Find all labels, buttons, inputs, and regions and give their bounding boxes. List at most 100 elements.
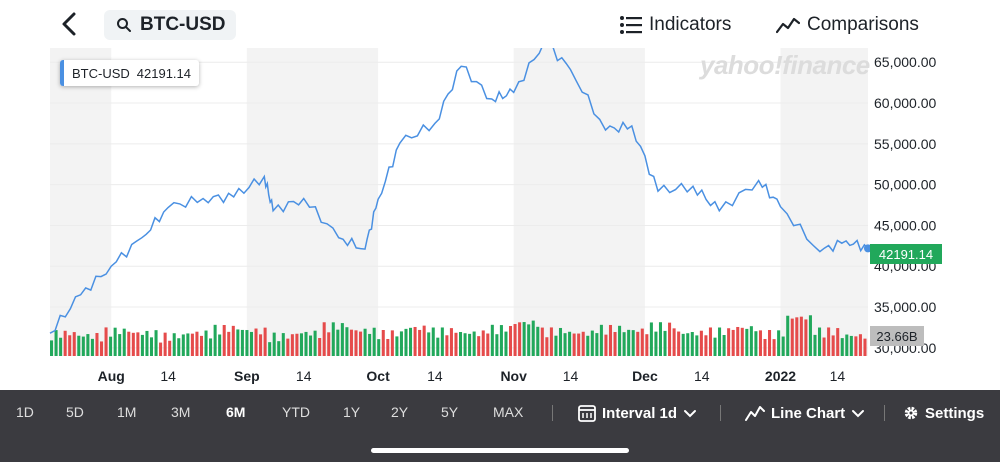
grid-lines xyxy=(50,61,868,349)
volume-bar xyxy=(545,337,549,356)
volume-bar xyxy=(54,330,58,356)
volume-bar xyxy=(359,331,363,356)
volume-bar xyxy=(90,338,94,356)
volume-bar xyxy=(854,336,858,356)
yahoo-finance-watermark: yahoo!finance xyxy=(700,50,870,80)
volume-bar xyxy=(63,330,67,356)
volume-bar xyxy=(599,324,603,356)
volume-bar xyxy=(395,336,399,356)
price-line xyxy=(49,40,869,334)
range-5y[interactable]: 5Y xyxy=(441,404,459,420)
volume-bar xyxy=(581,331,585,356)
volume-bar xyxy=(863,338,867,356)
volume-bar xyxy=(204,330,208,356)
volume-bar xyxy=(131,332,135,356)
chevron-down-icon xyxy=(684,410,697,418)
volume-bar xyxy=(318,338,322,356)
y-tick-label: 50,000.00 xyxy=(874,177,936,193)
volume-bar xyxy=(590,330,594,356)
volume-bar xyxy=(281,333,285,356)
volume-bar xyxy=(508,325,513,356)
volume-bar xyxy=(295,333,299,356)
volume-bar xyxy=(286,338,290,356)
volume-bar xyxy=(459,332,463,356)
month-band xyxy=(513,48,645,356)
symbol-search[interactable]: BTC-USD xyxy=(104,10,236,40)
volume-bar xyxy=(222,325,226,356)
volume-bar xyxy=(445,335,449,356)
x-tick-label: Dec xyxy=(632,368,658,384)
interval-selector[interactable]: Interval 1d xyxy=(578,402,698,424)
volume-bar xyxy=(518,322,522,356)
back-button[interactable] xyxy=(54,8,86,40)
volume-bar xyxy=(409,327,413,356)
range-ytd[interactable]: YTD xyxy=(282,404,310,420)
range-5d[interactable]: 5D xyxy=(66,404,84,420)
volume-bar xyxy=(754,331,758,356)
divider xyxy=(552,405,553,421)
volume-bar xyxy=(572,333,576,356)
volume-bar xyxy=(595,333,599,356)
volume-bar xyxy=(808,315,812,356)
home-indicator xyxy=(371,448,629,453)
volume-bar xyxy=(381,330,385,356)
tooltip-symbol: BTC-USD xyxy=(72,65,130,81)
volume-bar xyxy=(822,337,826,356)
volume-bar xyxy=(608,324,613,356)
volume-bars xyxy=(50,315,867,356)
volume-bar xyxy=(795,317,799,356)
volume-bar xyxy=(531,320,535,356)
volume-bar xyxy=(781,336,785,356)
volume-bar xyxy=(118,334,122,356)
current-price-tag: 42191.14 xyxy=(870,244,942,264)
volume-bar xyxy=(558,327,563,356)
range-1y[interactable]: 1Y xyxy=(343,404,361,420)
volume-bar xyxy=(627,329,631,356)
volume-bar xyxy=(109,336,113,356)
divider xyxy=(720,405,721,421)
settings-button[interactable]: Settings xyxy=(903,402,984,424)
volume-bar xyxy=(77,335,81,356)
line-chart-icon xyxy=(776,17,800,34)
volume-bar xyxy=(290,334,294,356)
volume-bar xyxy=(695,335,699,356)
search-icon xyxy=(117,18,131,32)
price-chart[interactable]: 65,000.00 60,000.00 55,000.00 50,000.00 45,0… xyxy=(0,40,1000,388)
volume-bar xyxy=(154,330,158,356)
volume-bar xyxy=(422,325,426,356)
volume-bar xyxy=(159,342,163,356)
volume-bar xyxy=(727,328,731,356)
chart-canvas[interactable]: 65,000.00 60,000.00 55,000.00 50,000.00 45,0… xyxy=(0,40,1000,388)
y-tick-label: 55,000.00 xyxy=(874,136,936,152)
y-tick-label: 60,000.00 xyxy=(874,95,936,111)
range-max[interactable]: MAX xyxy=(493,404,524,420)
x-tick-label: 14 xyxy=(427,368,443,384)
range-1d[interactable]: 1D xyxy=(16,404,34,420)
volume-bar xyxy=(340,323,344,356)
volume-bar xyxy=(68,335,72,356)
volume-bar xyxy=(463,333,467,356)
volume-bar xyxy=(195,331,199,356)
range-1m[interactable]: 1M xyxy=(117,404,137,420)
volume-bar xyxy=(654,331,658,356)
chart-type-label: Line Chart xyxy=(771,404,846,422)
x-tick-label: 14 xyxy=(830,368,846,384)
range-3m[interactable]: 3M xyxy=(171,404,191,420)
volume-bar xyxy=(436,337,440,356)
volume-bar xyxy=(731,329,735,356)
range-6m[interactable]: 6M xyxy=(226,404,246,420)
volume-bar xyxy=(499,325,503,356)
volume-bar xyxy=(704,335,708,356)
volume-bar xyxy=(404,328,408,356)
volume-bar xyxy=(740,327,744,356)
indicators-button[interactable]: Indicators xyxy=(620,10,731,40)
volume-bar xyxy=(622,332,626,356)
volume-bar xyxy=(354,330,358,356)
calendar-icon xyxy=(578,405,596,422)
volume-bar xyxy=(227,331,231,356)
volume-bar xyxy=(799,316,803,356)
comparisons-button[interactable]: Comparisons xyxy=(776,10,919,40)
volume-bar xyxy=(586,335,590,356)
chart-type-selector[interactable]: Line Chart xyxy=(745,402,866,424)
range-2y[interactable]: 2Y xyxy=(391,404,409,420)
